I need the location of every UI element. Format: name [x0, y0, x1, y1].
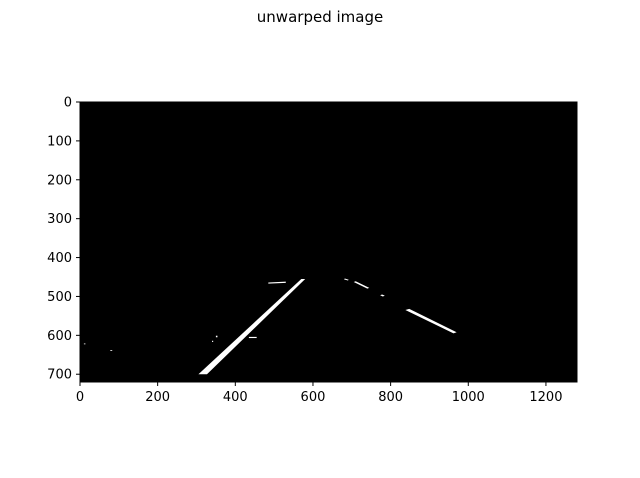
speck-mid-2 [212, 340, 214, 342]
x-tick-label: 200 [145, 390, 170, 405]
speck-mid [215, 335, 218, 338]
x-tick-label: 1200 [529, 390, 562, 405]
x-tick-label: 0 [76, 390, 84, 405]
upper-dash-left [268, 281, 286, 284]
speck-left-1 [83, 343, 86, 345]
left-lane-line [198, 278, 306, 375]
lane-mask-shapes [83, 278, 457, 375]
figure-title: unwarped image [257, 8, 383, 26]
y-tick-label: 600 [47, 329, 72, 344]
y-tick-label: 200 [47, 173, 72, 188]
y-tick-label: 0 [64, 96, 72, 111]
right-lane-seg-3 [353, 281, 370, 289]
y-axis: 0 100 200 300 400 500 600 700 [47, 96, 80, 383]
y-tick-label: 500 [47, 290, 72, 305]
x-axis: 0 200 400 600 800 1000 1200 [76, 382, 562, 405]
mid-dash [248, 336, 257, 339]
far-dash [344, 278, 349, 281]
x-tick-label: 800 [378, 390, 403, 405]
right-lane-seg-1 [405, 308, 457, 334]
y-tick-label: 400 [47, 251, 72, 266]
y-tick-label: 100 [47, 134, 72, 149]
y-tick-label: 700 [47, 368, 72, 383]
x-tick-label: 600 [301, 390, 326, 405]
x-tick-label: 1000 [452, 390, 485, 405]
x-tick-label: 400 [223, 390, 248, 405]
plot-area [79, 101, 578, 383]
axes-frame [79, 101, 578, 383]
speck-left-2 [110, 350, 113, 351]
y-tick-label: 300 [47, 212, 72, 227]
right-lane-seg-2 [380, 294, 385, 297]
image-background [80, 102, 577, 382]
